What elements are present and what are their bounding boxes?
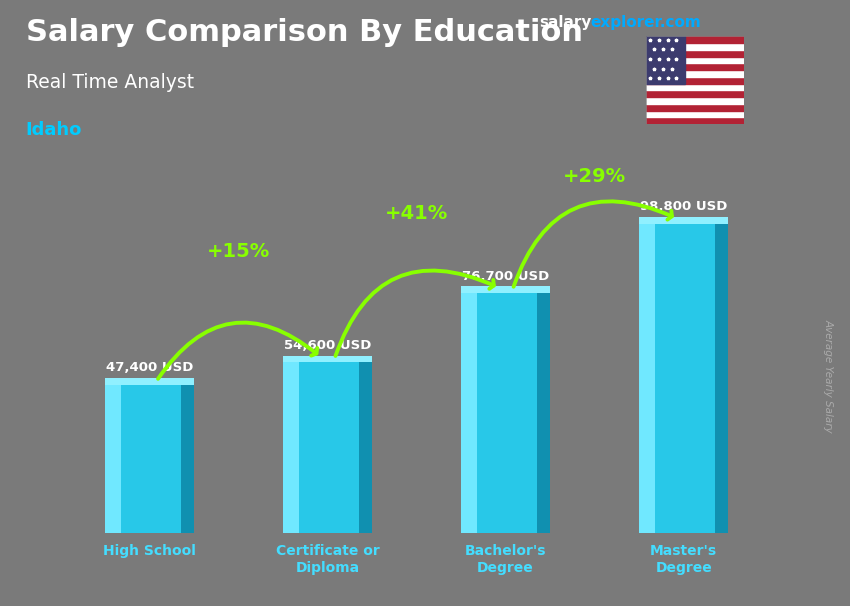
- Bar: [646, 104, 744, 111]
- Bar: [646, 118, 744, 124]
- Bar: [283, 362, 299, 533]
- Text: 76,700 USD: 76,700 USD: [462, 270, 549, 282]
- Bar: [646, 97, 744, 104]
- Bar: [639, 224, 655, 533]
- Bar: [646, 36, 744, 43]
- Bar: [461, 293, 477, 533]
- Text: Average Yearly Salary: Average Yearly Salary: [824, 319, 834, 433]
- Bar: [646, 90, 744, 97]
- Text: +15%: +15%: [207, 242, 270, 261]
- Bar: [646, 43, 744, 50]
- Bar: [646, 64, 744, 70]
- Bar: [537, 293, 550, 533]
- Bar: [283, 362, 372, 533]
- Bar: [639, 217, 728, 224]
- Text: +41%: +41%: [385, 204, 448, 224]
- Bar: [461, 287, 550, 293]
- Bar: [360, 362, 372, 533]
- Bar: [716, 224, 728, 533]
- Bar: [105, 385, 121, 533]
- Text: 54,600 USD: 54,600 USD: [284, 339, 371, 352]
- Bar: [646, 50, 744, 56]
- Text: +29%: +29%: [563, 167, 626, 186]
- Bar: [181, 385, 194, 533]
- Text: Salary Comparison By Education: Salary Comparison By Education: [26, 18, 582, 47]
- Bar: [646, 36, 685, 84]
- Bar: [646, 84, 744, 90]
- Text: explorer.com: explorer.com: [591, 15, 701, 30]
- Bar: [646, 56, 744, 64]
- Bar: [639, 224, 728, 533]
- Text: 47,400 USD: 47,400 USD: [105, 361, 193, 375]
- Bar: [283, 356, 372, 362]
- Text: Idaho: Idaho: [26, 121, 82, 139]
- Bar: [646, 77, 744, 84]
- Bar: [461, 293, 550, 533]
- Bar: [646, 70, 744, 77]
- Text: salary: salary: [540, 15, 592, 30]
- Text: Real Time Analyst: Real Time Analyst: [26, 73, 194, 92]
- Bar: [105, 385, 194, 533]
- Bar: [105, 378, 194, 385]
- Text: 98,800 USD: 98,800 USD: [640, 201, 728, 213]
- Bar: [646, 111, 744, 118]
